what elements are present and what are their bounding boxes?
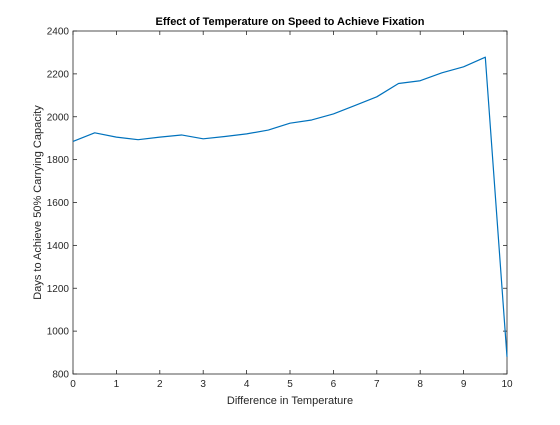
y-tick-label: 1600	[47, 198, 70, 209]
y-tick-label: 1800	[47, 155, 70, 166]
x-tick-label: 8	[417, 379, 423, 390]
x-tick-label: 4	[244, 379, 250, 390]
x-tick-label: 9	[461, 379, 467, 390]
axes-box	[72, 30, 508, 375]
y-tick-label: 2000	[47, 112, 70, 123]
series-line	[72, 56, 508, 357]
x-tick-label: 0	[70, 379, 76, 390]
x-axis-label: Difference in Temperature	[227, 395, 353, 407]
y-tick-label: 2400	[47, 27, 70, 38]
x-tick-label: 7	[374, 379, 380, 390]
y-tick-label: 1200	[47, 284, 70, 295]
x-tick-label: 6	[331, 379, 337, 390]
y-tick-label: 800	[52, 370, 69, 381]
y-tick-label: 1000	[47, 327, 70, 338]
y-tick-label: 2200	[47, 69, 70, 80]
x-tick-label: 3	[200, 379, 206, 390]
y-axis-label: Days to Achieve 50% Carrying Capacity	[32, 105, 44, 300]
x-tick-label: 1	[114, 379, 120, 390]
x-tick-label: 5	[287, 379, 293, 390]
y-tick-label: 1400	[47, 241, 70, 252]
chart-title: Effect of Temperature on Speed to Achiev…	[156, 16, 425, 28]
tick-labels-group: 0 1 2 3 4 5 6 7 8 9 10 800 1000 1200 1400 1600 1800 2000 2…	[47, 27, 513, 391]
x-tick-label: 2	[157, 379, 163, 390]
ticks-group	[72, 30, 508, 375]
x-tick-label: 10	[501, 379, 513, 390]
